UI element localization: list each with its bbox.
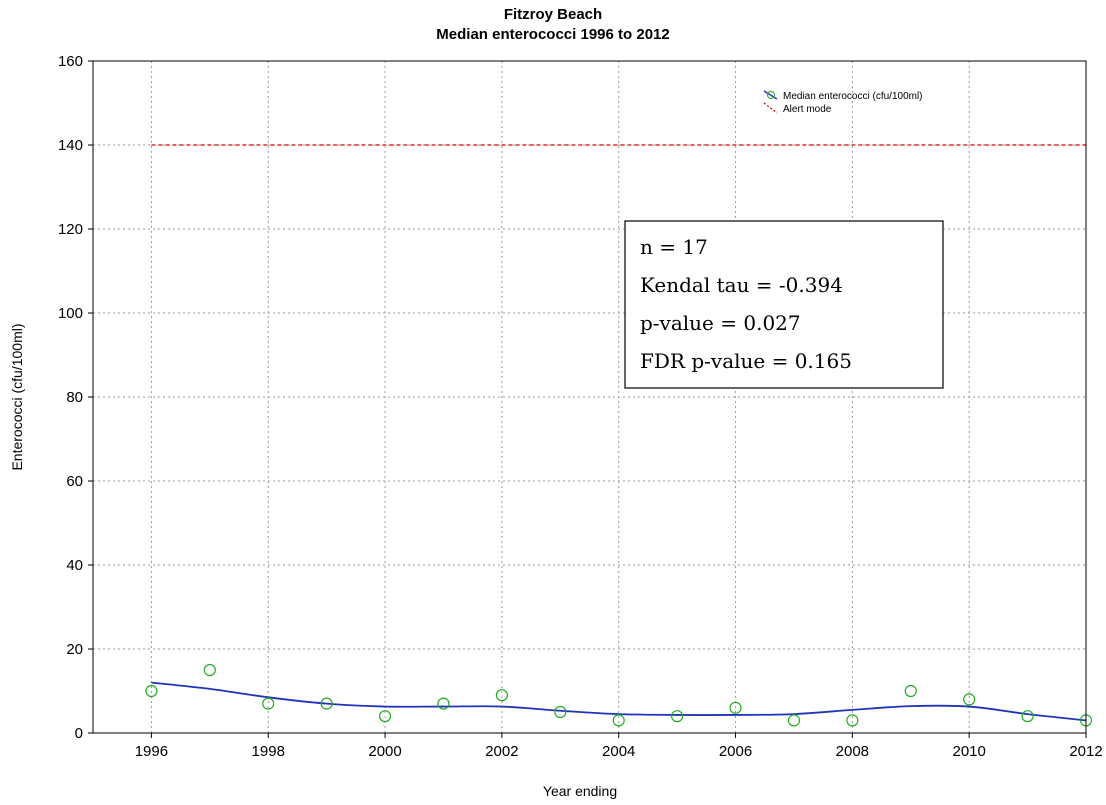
series-layer xyxy=(145,144,1093,727)
data-point xyxy=(612,714,625,727)
data-point xyxy=(203,663,216,677)
x-tick-label: 2008 xyxy=(836,743,869,760)
y-tick-label: 60 xyxy=(66,473,83,490)
axis-layer: 1996 1998 2000 2002 2004 2006 2008 2010 2012 0 20 4… xyxy=(58,53,1103,760)
data-point xyxy=(787,714,801,727)
legend-alert-swatch xyxy=(763,102,778,114)
y-tick-label: 0 xyxy=(75,725,83,742)
x-tick-label: 1998 xyxy=(252,743,285,760)
y-tick-label: 120 xyxy=(58,221,83,238)
x-tick-label: 2000 xyxy=(368,743,401,760)
grid-layer xyxy=(93,61,1086,733)
chart-title: Fitzroy Beach xyxy=(504,6,602,23)
y-tick-label: 160 xyxy=(58,53,83,70)
x-tick-label: 1996 xyxy=(135,743,168,760)
stats-kendall-tau: Kendal tau = -0.394 xyxy=(640,273,843,297)
legend: Median enterococci (cfu/100ml) Alert mod… xyxy=(763,90,923,115)
data-point xyxy=(495,689,508,702)
data-point xyxy=(963,693,976,706)
legend-fit-line-swatch xyxy=(763,90,778,100)
stats-n: n = 17 xyxy=(640,235,708,259)
x-tick-label: 2012 xyxy=(1069,743,1102,760)
data-point xyxy=(904,684,917,698)
y-tick-label: 100 xyxy=(58,305,83,322)
x-tick-label: 2006 xyxy=(719,743,752,760)
data-point xyxy=(262,697,275,710)
legend-entry-median: Median enterococci (cfu/100ml) xyxy=(783,91,923,102)
x-tick-label: 2004 xyxy=(602,743,635,760)
x-tick-label: 2010 xyxy=(952,743,985,760)
stats-box-frame xyxy=(624,220,944,389)
data-point xyxy=(671,710,684,723)
legend-entry-alert: Alert mode xyxy=(783,104,832,115)
smoothed-fit-line xyxy=(151,681,1087,722)
data-point xyxy=(320,697,333,710)
data-point xyxy=(846,714,859,727)
data-point xyxy=(729,701,742,714)
data-point xyxy=(378,710,392,723)
y-tick-label: 40 xyxy=(66,557,83,574)
y-tick-label: 140 xyxy=(58,137,83,154)
legend-marker-swatch xyxy=(767,91,775,99)
stats-fdr-p-value: FDR p-value = 0.165 xyxy=(640,349,852,373)
stats-annotation-box: n = 17 Kendal tau = -0.394 p-value = 0.0… xyxy=(624,220,944,389)
data-point xyxy=(437,697,450,710)
y-axis-label: Enterococci (cfu/100ml) xyxy=(9,323,25,470)
y-tick-label: 20 xyxy=(66,641,83,658)
data-point xyxy=(554,705,567,719)
stats-p-value: p-value = 0.027 xyxy=(640,311,801,335)
chart-subtitle: Median enterococci 1996 to 2012 xyxy=(436,26,669,43)
x-axis-label: Year ending xyxy=(543,783,617,799)
data-point xyxy=(145,684,158,698)
x-tick-label: 2002 xyxy=(485,743,518,760)
data-point xyxy=(1021,710,1034,723)
y-tick-label: 80 xyxy=(66,389,83,406)
